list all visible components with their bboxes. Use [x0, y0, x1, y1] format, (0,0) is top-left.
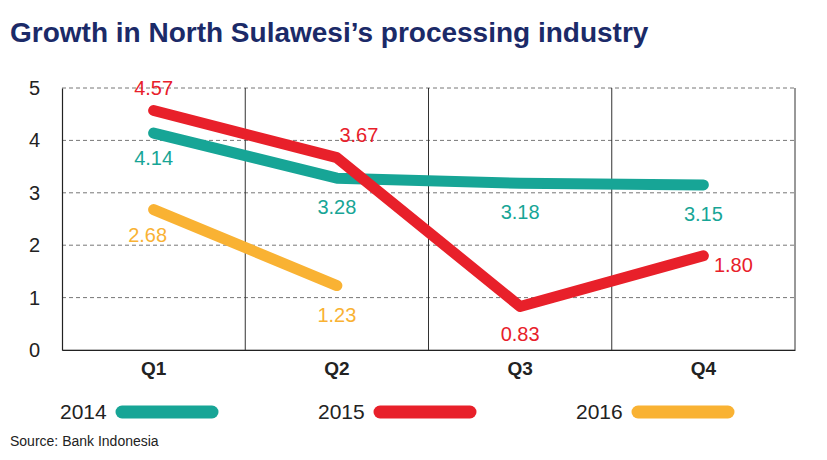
category-separator	[611, 88, 612, 350]
data-label: 1.23	[317, 304, 356, 326]
data-label: 3.15	[684, 203, 723, 225]
y-tick: 2	[29, 234, 62, 256]
x-tick: Q1	[141, 350, 167, 379]
legend: 2014 2015 2016	[60, 400, 728, 423]
chart: Growth in North Sulawesi’s processing in…	[0, 0, 827, 460]
x-tick-label: Q2	[324, 358, 349, 379]
y-tick-label: 5	[29, 77, 40, 99]
data-label: 4.57	[134, 77, 173, 99]
plot-area	[154, 111, 704, 307]
data-label: 3.18	[501, 201, 540, 223]
y-axis-line	[62, 89, 63, 351]
data-label: 0.83	[501, 323, 540, 345]
series-line	[154, 210, 337, 286]
category-separator	[428, 88, 429, 350]
legend-swatch	[638, 406, 728, 419]
x-axis: Q1 Q2 Q3 Q4	[63, 350, 796, 379]
legend-swatch	[380, 406, 470, 419]
y-tick: 5	[29, 77, 62, 99]
title: Growth in North Sulawesi’s processing in…	[10, 17, 649, 48]
data-label: 3.67	[339, 124, 378, 146]
category-separator	[795, 88, 796, 350]
y-tick-label: 3	[29, 182, 40, 204]
x-axis-line	[63, 350, 796, 351]
y-tick-label: 1	[29, 287, 40, 309]
y-tick: 3	[29, 182, 62, 204]
y-tick-label: 0	[29, 339, 40, 361]
data-label: 1.80	[714, 254, 753, 276]
data-label: 3.28	[317, 196, 356, 218]
legend-swatch	[122, 406, 212, 419]
series-line	[154, 111, 704, 307]
y-tick-label: 4	[29, 129, 40, 151]
legend-label: 2014	[60, 400, 107, 423]
source: Source: Bank Indonesia	[10, 433, 159, 449]
x-tick-label: Q3	[507, 358, 532, 379]
x-tick: Q4	[691, 350, 717, 379]
data-label: 2.68	[128, 224, 167, 246]
category-separator	[245, 88, 246, 350]
y-tick-label: 2	[29, 234, 40, 256]
x-tick-label: Q4	[691, 358, 717, 379]
grid	[62, 88, 795, 350]
x-tick: Q3	[507, 350, 532, 379]
data-labels: 4.14 3.28 3.18 3.15 4.57 3.67 0.83 1.80 2.68 1.23	[128, 77, 753, 345]
y-tick: 1	[29, 287, 62, 309]
series-line	[154, 133, 704, 185]
y-tick: 0	[29, 339, 62, 361]
data-label: 4.14	[134, 147, 173, 169]
x-tick-label: Q1	[141, 358, 167, 379]
x-tick: Q2	[324, 350, 349, 379]
y-axis: 0 1 2 3 4 5	[29, 77, 63, 361]
legend-label: 2015	[318, 400, 365, 423]
y-tick: 4	[29, 129, 62, 151]
legend-label: 2016	[576, 400, 623, 423]
